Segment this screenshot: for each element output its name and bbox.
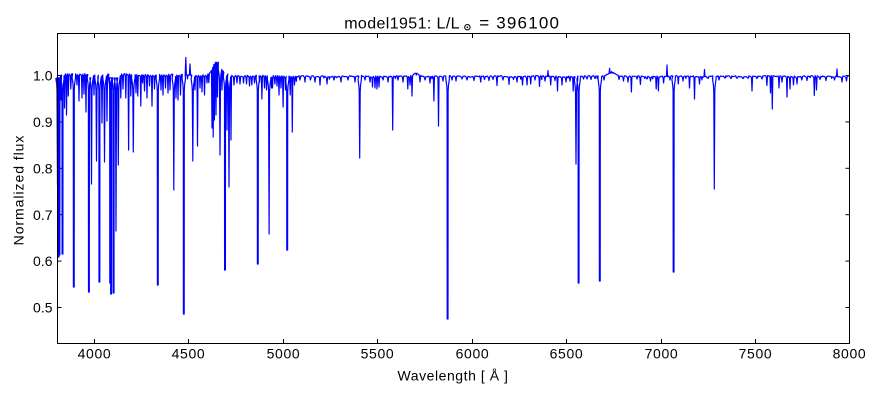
svg-text:0.7: 0.7	[33, 207, 53, 223]
svg-text:0.6: 0.6	[33, 253, 53, 269]
svg-text:0.5: 0.5	[33, 300, 53, 316]
svg-text:model1951: L/L: model1951: L/L	[344, 16, 460, 33]
svg-text:6000: 6000	[456, 346, 490, 362]
svg-text:6500: 6500	[550, 346, 584, 362]
svg-text:= 396100: = 396100	[479, 14, 560, 33]
svg-text:Wavelength [ Å ]: Wavelength [ Å ]	[398, 368, 509, 384]
svg-text:0.8: 0.8	[33, 160, 53, 176]
svg-text:0.9: 0.9	[33, 114, 53, 130]
svg-text:Normalized flux: Normalized flux	[11, 135, 27, 246]
svg-text:4000: 4000	[78, 346, 112, 362]
svg-text:8000: 8000	[833, 346, 867, 362]
svg-text:5000: 5000	[267, 346, 301, 362]
svg-text:4500: 4500	[172, 346, 206, 362]
svg-text:7500: 7500	[739, 346, 773, 362]
svg-text:5500: 5500	[361, 346, 395, 362]
svg-text:7000: 7000	[645, 346, 679, 362]
svg-text:1.0: 1.0	[33, 68, 53, 84]
